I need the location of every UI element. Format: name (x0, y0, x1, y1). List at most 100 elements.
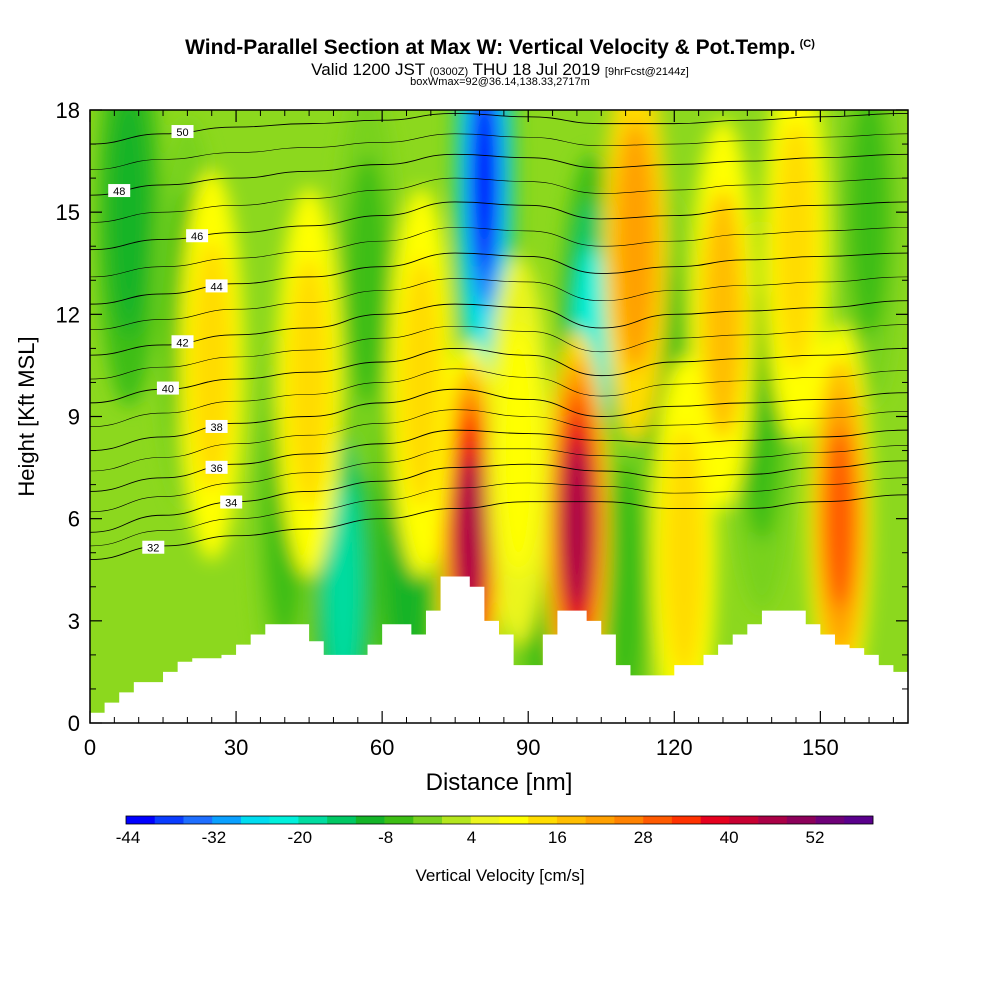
y-axis-label: Height [Kft MSL] (14, 336, 39, 496)
theta-contour-minor-44 (90, 227, 908, 278)
up-cell-4-level-1 (288, 257, 331, 508)
colorbar-tick-label--20: -20 (287, 828, 312, 847)
y-tick-label-18: 18 (56, 98, 80, 123)
title-text: Wind-Parallel Section at Max W: Vertical… (185, 36, 796, 59)
colorbar-swatch-17 (614, 816, 644, 824)
colorbar-swatch-21 (729, 816, 759, 824)
colorbar-swatch-2 (183, 816, 213, 824)
theta-contour-labels: 32 34 36 38 40 42 44 46 48 50 (108, 125, 243, 555)
contour-label-box-36 (205, 460, 228, 474)
theta-contour-minor-34 (90, 445, 908, 513)
valid-date: THU 18 Jul 2019 (472, 60, 601, 79)
theta-contour-50 (90, 112, 908, 145)
colorbar-swatch-9 (384, 816, 414, 824)
colorbar-tick-label-16: 16 (548, 828, 567, 847)
contour-label-box-40 (156, 381, 179, 395)
contour-label-box-48 (108, 184, 131, 198)
contour-label-box-42 (171, 335, 194, 349)
colorbar-swatch-22 (758, 816, 788, 824)
colorbar-tick-label--8: -8 (378, 828, 393, 847)
x-tick-label-120: 120 (656, 735, 693, 760)
colorbar-swatch-16 (585, 816, 615, 824)
colorbar-swatch-13 (499, 816, 529, 824)
colorbar-swatch-0 (126, 816, 156, 824)
theta-contour-minor-40 (90, 324, 908, 380)
colorbar-frame (125, 815, 874, 825)
colorbar-swatch-15 (556, 816, 586, 824)
colorbar-swatch-7 (327, 816, 357, 824)
theta-contour-minor-38 (90, 368, 908, 428)
colorbar-tick-label-4: 4 (467, 828, 476, 847)
colorbar-swatch-5 (269, 816, 299, 824)
contour-label-box-38 (205, 419, 228, 433)
up-cell-10-level-1 (497, 325, 540, 576)
x-tick-label-30: 30 (224, 735, 248, 760)
colorbar-swatch-3 (212, 816, 242, 824)
colorbar-swatch-6 (298, 816, 328, 824)
colorbar-swatch-24 (815, 816, 845, 824)
contour-label-box-32 (142, 540, 165, 554)
colorbar-tick-label-52: 52 (806, 828, 825, 847)
contour-label-38: 38 (210, 422, 222, 434)
up-cell-9-level-1 (663, 427, 706, 678)
colorbar-tick-label--32: -32 (202, 828, 227, 847)
box-info: boxWmax=92@36.14,138.33,2717m (410, 76, 590, 88)
colorbar-swatch-18 (643, 816, 673, 824)
colorbar-tick-label--44: -44 (116, 828, 141, 847)
up-cell-2-level-3 (824, 428, 856, 609)
up-cell-3-level-1 (190, 240, 233, 491)
y-tick-label-3: 3 (68, 609, 80, 634)
y-tick-label-0: 0 (68, 711, 80, 736)
colorbar-swatch-25 (844, 816, 874, 824)
colorbar: -44 -32 -20 -8 4 16 28 40 52 Vertical Velocity [c… (116, 815, 874, 885)
valid-prefix: Valid 1200 JST (311, 60, 425, 79)
copyright-mark: (C) (799, 38, 815, 50)
theta-contours (90, 112, 908, 560)
contour-label-50: 50 (176, 127, 188, 139)
contour-label-44: 44 (210, 281, 222, 293)
up-cell-1-level-4 (562, 442, 592, 609)
y-tick-label-15: 15 (56, 200, 80, 225)
chart-subtitle: Valid 1200 JST (0300Z) THU 18 Jul 2019 [… (0, 60, 1000, 80)
down-cell-3-level-1 (107, 110, 150, 338)
colorbar-tick-label-28: 28 (634, 828, 653, 847)
colorbar-swatch-8 (355, 816, 385, 824)
contour-label-48: 48 (113, 186, 125, 198)
colorbar-swatch-1 (154, 816, 184, 824)
theta-contour-46 (90, 201, 908, 251)
contour-label-42: 42 (176, 337, 188, 349)
y-tick-label-9: 9 (68, 405, 80, 430)
theta-contour-48 (90, 153, 908, 196)
theta-contour-minor-42 (90, 276, 908, 330)
contour-label-box-44 (205, 279, 228, 293)
up-cell-6-level-1 (614, 121, 657, 372)
x-tick-label-150: 150 (802, 735, 839, 760)
theta-contour-40 (90, 347, 908, 404)
x-tick-label-90: 90 (516, 735, 540, 760)
up-cell-0-level-5 (456, 457, 484, 615)
contour-label-box-34 (220, 495, 243, 509)
x-axis-label: Distance [nm] (426, 769, 573, 796)
down-cell-8-level-1 (848, 110, 891, 338)
contour-label-40: 40 (162, 384, 174, 396)
theta-contour-minor-46 (90, 177, 908, 223)
down-cell-2-level-2 (325, 485, 361, 689)
contour-label-46: 46 (191, 231, 203, 243)
up-cell-7-level-1 (701, 189, 744, 440)
y-tick-label-12: 12 (56, 302, 80, 327)
colorbar-label: Vertical Velocity [cm/s] (415, 866, 584, 885)
theta-contour-34 (90, 460, 908, 533)
x-tick-label-0: 0 (84, 735, 96, 760)
x-tick-label-60: 60 (370, 735, 394, 760)
up-cell-5-level-1 (400, 257, 443, 508)
colorbar-swatch-11 (442, 816, 472, 824)
contour-label-box-46 (186, 229, 209, 243)
colorbar-swatch-19 (671, 816, 701, 824)
contour-label-34: 34 (225, 498, 237, 510)
y-tick-label-6: 6 (68, 507, 80, 532)
contour-label-box-50 (171, 125, 194, 139)
contour-label-36: 36 (210, 463, 222, 475)
colorbar-swatch-10 (413, 816, 443, 824)
